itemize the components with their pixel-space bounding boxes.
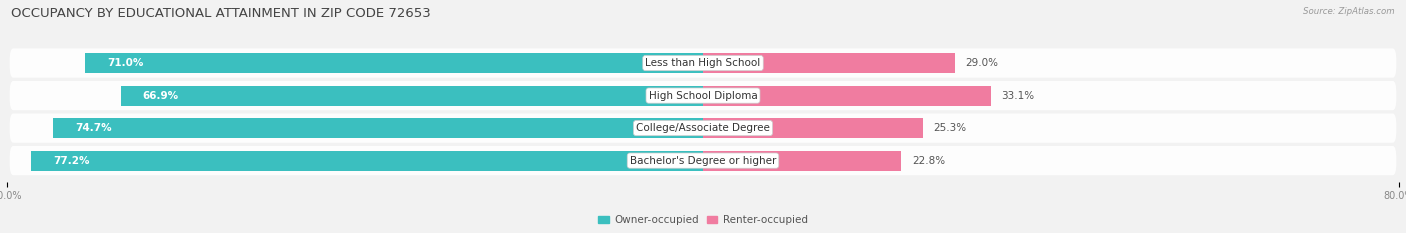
Text: 71.0%: 71.0% (107, 58, 143, 68)
Text: High School Diploma: High School Diploma (648, 91, 758, 101)
Text: College/Associate Degree: College/Associate Degree (636, 123, 770, 133)
Text: 22.8%: 22.8% (912, 156, 945, 166)
Text: 74.7%: 74.7% (75, 123, 111, 133)
FancyBboxPatch shape (10, 146, 1396, 175)
Text: 77.2%: 77.2% (53, 156, 90, 166)
Text: OCCUPANCY BY EDUCATIONAL ATTAINMENT IN ZIP CODE 72653: OCCUPANCY BY EDUCATIONAL ATTAINMENT IN Z… (11, 7, 432, 20)
Text: 33.1%: 33.1% (1001, 91, 1035, 101)
Legend: Owner-occupied, Renter-occupied: Owner-occupied, Renter-occupied (595, 211, 811, 230)
Bar (31, 151, 703, 171)
Bar (703, 151, 901, 171)
Text: Source: ZipAtlas.com: Source: ZipAtlas.com (1303, 7, 1395, 16)
Bar (53, 118, 703, 138)
Text: Bachelor's Degree or higher: Bachelor's Degree or higher (630, 156, 776, 166)
Bar (86, 53, 703, 73)
Text: 25.3%: 25.3% (934, 123, 967, 133)
Text: 66.9%: 66.9% (143, 91, 179, 101)
Bar (703, 118, 924, 138)
Text: 29.0%: 29.0% (966, 58, 998, 68)
Bar (703, 53, 955, 73)
FancyBboxPatch shape (10, 48, 1396, 78)
FancyBboxPatch shape (10, 113, 1396, 143)
Bar (703, 86, 991, 106)
Bar (121, 86, 703, 106)
Text: Less than High School: Less than High School (645, 58, 761, 68)
FancyBboxPatch shape (10, 81, 1396, 110)
